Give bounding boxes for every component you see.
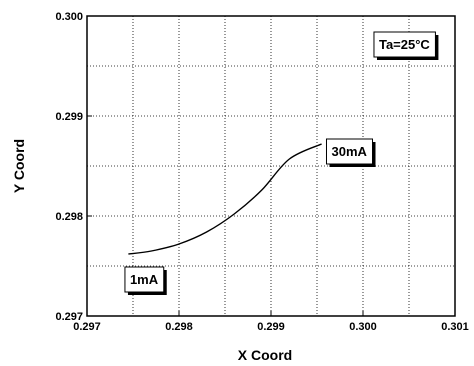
x-tick-label: 0.301 [441, 321, 469, 333]
annotation-text: 30mA [331, 144, 367, 159]
x-tick-label: 0.300 [349, 321, 377, 333]
series-line [128, 143, 322, 255]
x-tick-label: 0.298 [165, 321, 193, 333]
y-tick-label: 0.297 [55, 311, 83, 323]
annotation: 1mA [124, 266, 167, 295]
annotation-box [124, 266, 165, 293]
x-tick-label: 0.297 [73, 321, 101, 333]
series [128, 143, 322, 255]
y-tick-label: 0.299 [55, 111, 83, 123]
annotation-box [325, 138, 374, 165]
grid [87, 16, 455, 316]
annotations: Ta=25°C 30mA 1mA [124, 31, 439, 295]
y-tick-label: 0.298 [55, 211, 83, 223]
annotation-box [373, 31, 436, 58]
x-tick-label: 0.299 [257, 321, 285, 333]
annotation-text: Ta=25°C [379, 37, 430, 52]
annotation: Ta=25°C [373, 31, 439, 60]
annotation: 30mA [325, 138, 376, 167]
y-axis: 0.297 0.298 0.299 0.300 [55, 11, 92, 323]
x-axis: 0.297 0.298 0.299 0.300 0.301 [73, 311, 469, 333]
y-axis-label: Y Coord [11, 139, 27, 193]
y-tick-label: 0.300 [55, 11, 83, 23]
annotation-text: 1mA [130, 272, 159, 287]
x-axis-label: X Coord [238, 347, 292, 363]
